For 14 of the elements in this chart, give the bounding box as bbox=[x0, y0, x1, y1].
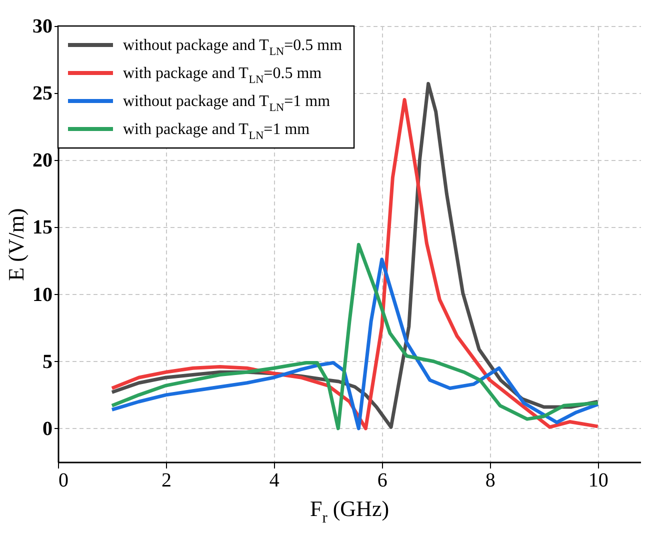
x-tick-label: 4 bbox=[269, 470, 280, 492]
x-tick-label: 2 bbox=[161, 470, 172, 492]
x-tick-label: 10 bbox=[588, 470, 608, 492]
y-tick-label: 15 bbox=[32, 216, 52, 239]
y-axis-title: E (V/m) bbox=[4, 208, 28, 281]
x-tick-label: 6 bbox=[377, 470, 388, 492]
y-tick-label: 30 bbox=[32, 16, 52, 38]
x-tick-label: 0 bbox=[58, 470, 68, 492]
y-tick-label: 5 bbox=[42, 350, 52, 373]
y-tick-label: 10 bbox=[32, 284, 52, 306]
y-tick-label: 0 bbox=[42, 418, 52, 440]
y-tick-label: 25 bbox=[32, 82, 52, 105]
x-tick-label: 8 bbox=[485, 470, 496, 492]
y-tick-label: 20 bbox=[32, 150, 52, 172]
